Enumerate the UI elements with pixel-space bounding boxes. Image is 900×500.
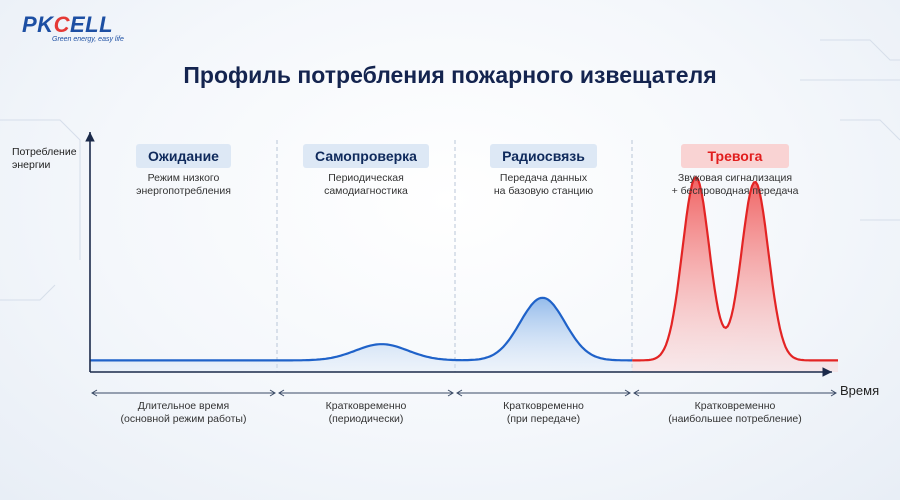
duration-arrowhead-left <box>633 389 640 397</box>
y-axis-label: Потребление энергии <box>12 146 77 171</box>
stage-duration-2: Кратковременно (периодически) <box>325 400 407 425</box>
stage-description-2: Периодическая самодиагностика <box>324 172 408 197</box>
x-axis-label: Время <box>840 383 880 398</box>
duration-arrowhead-right <box>447 389 454 397</box>
stage-duration-3: Кратковременно (при передаче) <box>503 400 584 425</box>
duration-arrowhead-left <box>91 389 98 397</box>
series-line-blue <box>90 296 633 362</box>
logo-text: PKCELL <box>22 12 114 37</box>
duration-arrowhead-left <box>278 389 285 397</box>
stage-badge-2: Самопроверка <box>303 144 429 168</box>
stage-duration-1: Длительное время (основной режим работы) <box>120 400 247 425</box>
duration-arrowhead-left <box>456 389 463 397</box>
stage-description-4: Звуковая сигнализация + беспроводная пере… <box>671 172 799 197</box>
series-line-red <box>632 175 838 362</box>
duration-arrowhead-right <box>830 389 837 397</box>
stage-description-3: Передача данных на базовую станцию <box>493 172 594 197</box>
brand-logo: PKCELL Green energy, easy life <box>22 12 124 43</box>
logo-tagline: Green energy, easy life <box>52 36 124 43</box>
stage-duration-4: Кратковременно (наибольшее потребление) <box>668 400 802 425</box>
stage-badge-3: Радиосвязь <box>490 144 597 168</box>
area-alarm <box>632 177 838 372</box>
stage-description-1: Режим низкого энергопотребления <box>136 172 231 197</box>
page-title: Профиль потребления пожарного извещателя <box>183 62 717 88</box>
stage-badge-4: Тревога <box>681 144 789 168</box>
stage-badge-1: Ожидание <box>136 144 231 168</box>
duration-arrowhead-right <box>624 389 631 397</box>
duration-arrowhead-right <box>269 389 276 397</box>
